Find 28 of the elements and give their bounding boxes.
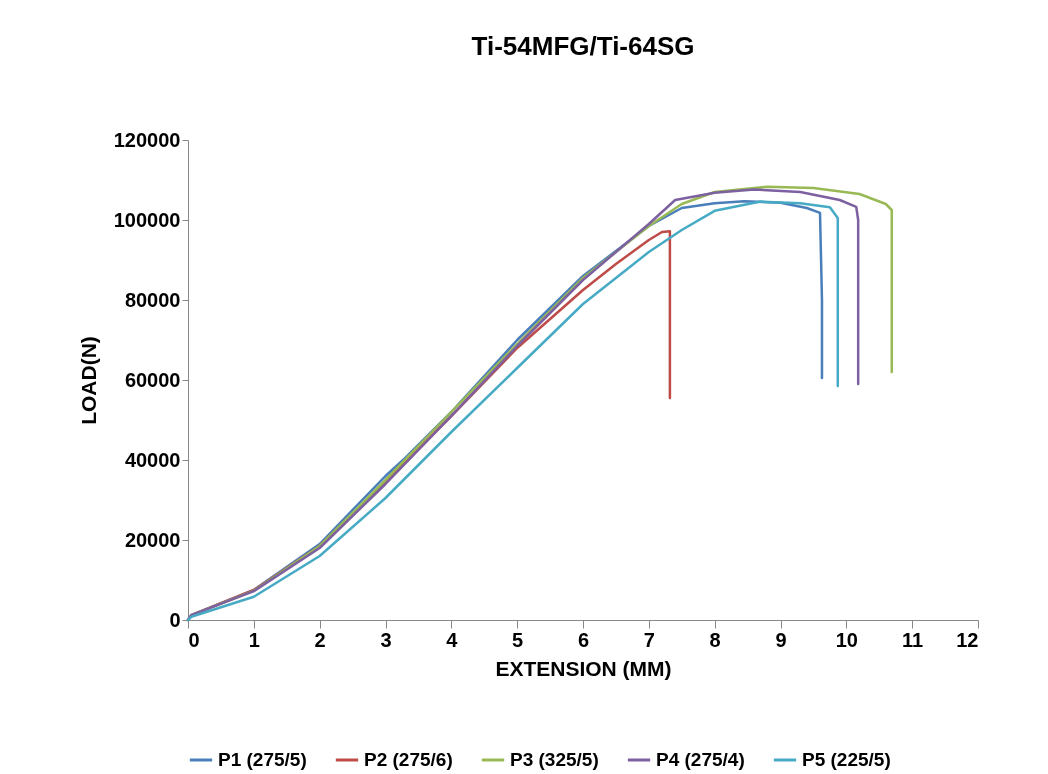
x-tick-label: 5: [512, 628, 524, 651]
legend-label: P4 (275/4): [656, 749, 745, 770]
x-tick-label: 6: [577, 628, 590, 651]
x-tick-label: 2: [314, 628, 326, 651]
legend-label: P2 (275/6): [364, 749, 453, 770]
y-tick-label: 20000: [124, 528, 181, 551]
y-tick-label: 0: [169, 608, 181, 631]
y-tick-label: 120000: [113, 128, 181, 151]
y-tick-label: 100000: [113, 208, 181, 231]
x-tick-label: 12: [956, 628, 979, 651]
y-tick-label: 60000: [124, 368, 181, 391]
chart-title: Ti-54MFG/Ti-64SG: [471, 31, 695, 61]
x-tick-label: 3: [380, 628, 392, 651]
x-axis-title: EXTENSION (MM): [495, 656, 672, 680]
legend-label: P5 (225/5): [802, 749, 891, 770]
x-tick-label: 11: [902, 628, 924, 651]
x-tick-label: 0: [188, 628, 200, 651]
legend-label: P3 (325/5): [510, 749, 599, 770]
x-tick-label: 7: [643, 628, 655, 651]
legend-label: P1 (275/5): [218, 749, 307, 770]
y-tick-label: 80000: [124, 288, 181, 311]
x-tick-label: 10: [835, 628, 858, 651]
y-tick-label: 40000: [124, 448, 181, 471]
x-tick-label: 4: [446, 628, 459, 651]
x-tick-label: 8: [709, 628, 721, 651]
y-axis-title: LOAD(N): [76, 336, 100, 425]
x-tick-label: 1: [248, 628, 260, 651]
x-tick-label: 9: [775, 628, 787, 651]
